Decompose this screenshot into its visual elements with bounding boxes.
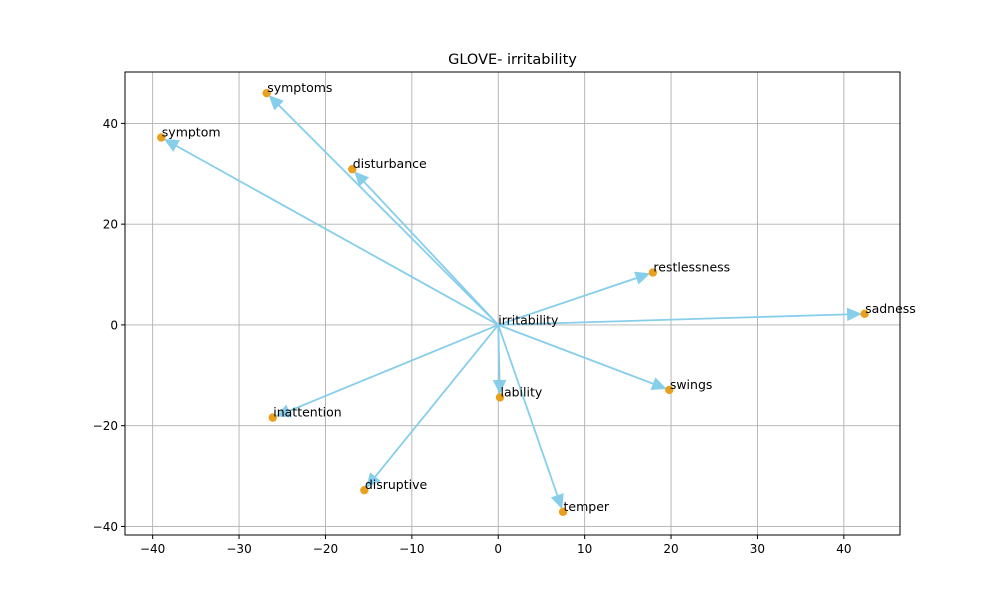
point-label: symptom — [162, 124, 221, 139]
plot-area-frame — [124, 71, 901, 536]
x-tick-label: 40 — [836, 542, 851, 556]
arrow-shaft — [278, 104, 499, 326]
origin-label: irritability — [498, 312, 559, 327]
points — [157, 88, 869, 517]
data-point — [360, 485, 369, 495]
y-tick-label: −20 — [93, 419, 118, 433]
x-tick-label: −20 — [313, 542, 338, 556]
y-tick-label: 20 — [103, 218, 118, 232]
data-point — [262, 88, 271, 98]
x-tick-label: 30 — [750, 542, 765, 556]
data-point — [268, 413, 277, 422]
point-label: symptoms — [267, 80, 332, 95]
data-point — [348, 165, 357, 174]
arrow-shaft — [288, 324, 499, 412]
data-point — [495, 393, 505, 402]
x-tick-label: 0 — [494, 542, 502, 556]
arrow-head — [268, 95, 284, 111]
grid — [125, 72, 900, 535]
x-tick-label: 10 — [577, 542, 592, 556]
data-point — [157, 133, 166, 142]
point-label: disruptive — [365, 477, 428, 492]
data-point — [860, 309, 869, 319]
arrow-head — [846, 307, 862, 322]
point-label: disturbance — [353, 156, 427, 171]
arrow-head — [354, 171, 370, 187]
arrow-head — [163, 138, 180, 152]
x-tick-label: 20 — [663, 542, 678, 556]
arrow-shaft — [374, 324, 499, 478]
arrow-shaft — [498, 313, 848, 326]
point-labels: symptoms symptom disturbance restlessness sa… — [162, 80, 916, 514]
y-tick-label: −40 — [93, 520, 118, 534]
chart-title: GLOVE- irritability — [448, 52, 577, 68]
arrow-head — [492, 379, 507, 395]
point-label: temper — [564, 499, 610, 514]
arrow-head — [366, 472, 381, 488]
arrow-shaft — [497, 324, 654, 385]
y-tick-label: 40 — [103, 117, 118, 131]
arrows — [163, 95, 862, 510]
arrow-shaft — [175, 144, 499, 326]
point-label: swings — [670, 377, 713, 392]
arrow-head — [550, 493, 564, 510]
arrow-shaft — [497, 324, 501, 381]
data-point — [648, 268, 658, 277]
arrow-shaft — [363, 181, 499, 326]
point-label: sadness — [865, 301, 916, 316]
x-tick-label: −40 — [140, 542, 165, 556]
x-tick-label: −30 — [226, 542, 251, 556]
arrow-shaft — [497, 277, 638, 326]
x-tick-label: −10 — [399, 542, 424, 556]
arrow-shaft — [497, 324, 559, 497]
data-point — [665, 385, 674, 395]
point-label: restlessness — [653, 260, 730, 275]
arrow-head — [275, 404, 292, 418]
point-label: inattention — [273, 405, 341, 420]
arrow-head — [650, 377, 667, 391]
y-tick-label: 0 — [110, 318, 118, 332]
arrow-head — [634, 271, 651, 285]
point-label: lability — [500, 384, 542, 399]
axis-ticks: −40 −30 −20 −10 0 10 20 30 40 −40 −20 0 20 40 — [93, 117, 852, 556]
data-point — [558, 507, 568, 517]
